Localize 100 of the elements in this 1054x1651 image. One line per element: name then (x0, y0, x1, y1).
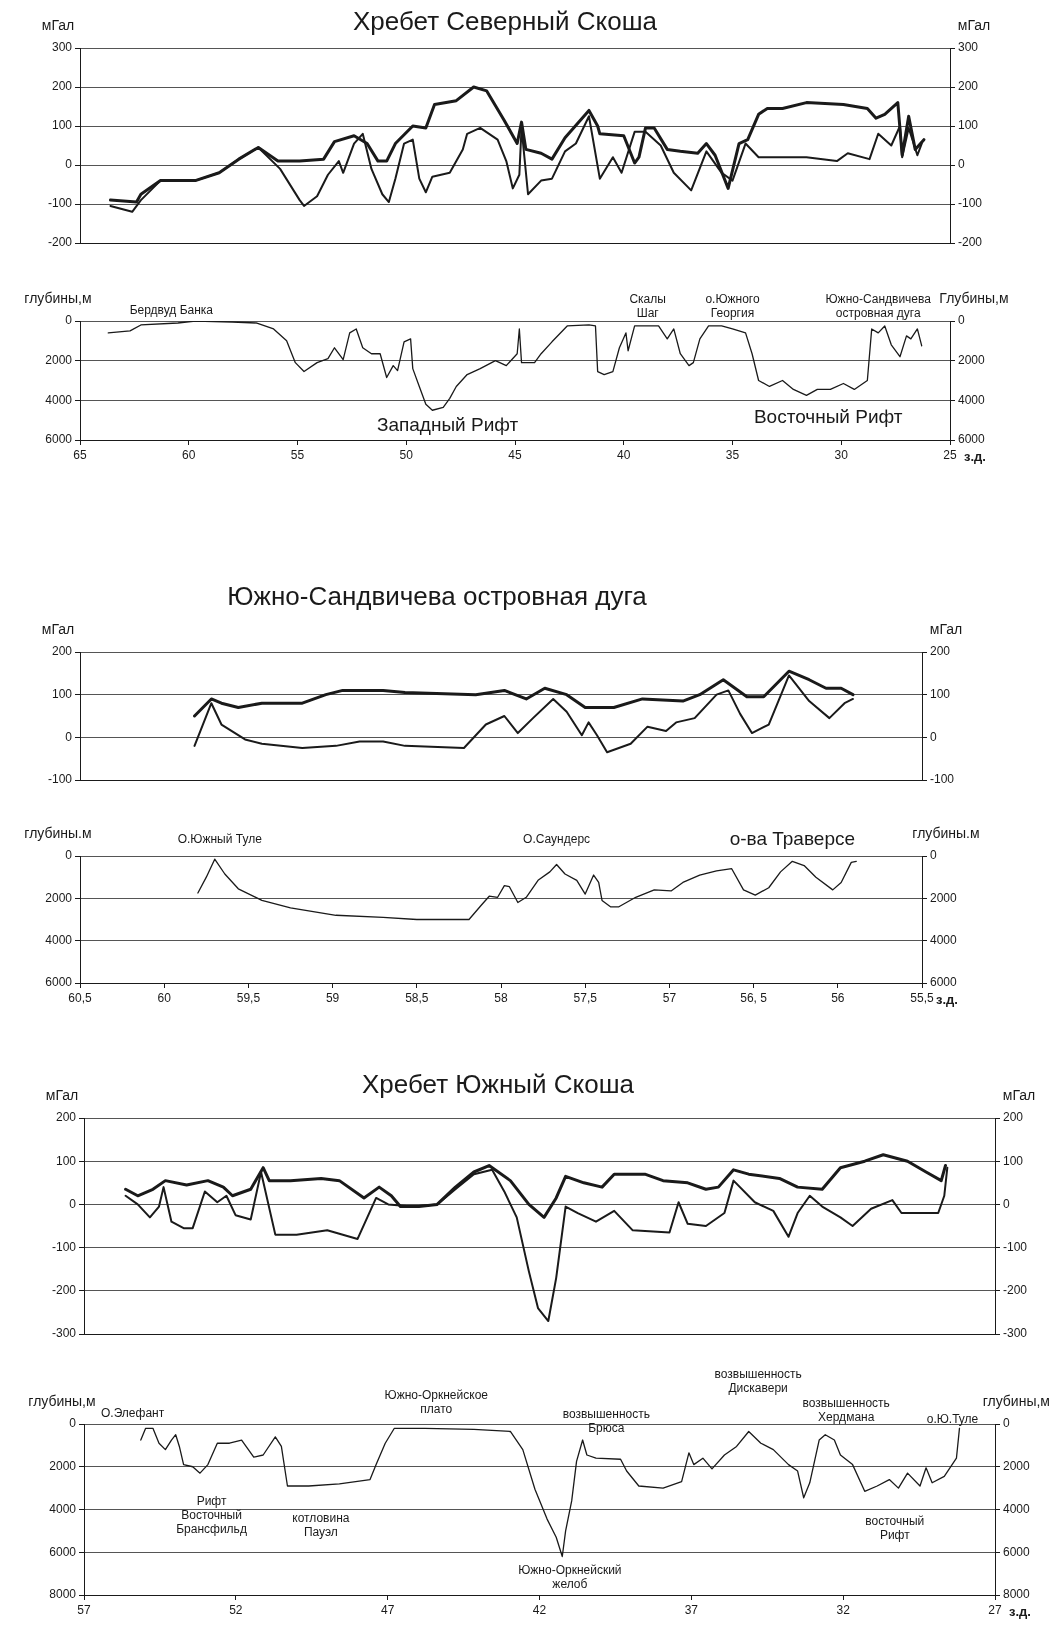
y2-tick-label: 0 (930, 848, 937, 863)
y-tick-label: -200 (51, 1283, 77, 1298)
annotation: Южно-Оркнейский желоб (518, 1563, 622, 1592)
x-tick-label: 57 (77, 1602, 91, 1617)
y2-tick-label: -200 (1003, 1283, 1028, 1298)
x-tick-label: 50 (399, 447, 414, 462)
y-tick-label: 200 (55, 1110, 77, 1125)
y-tick-label: 200 (51, 644, 73, 659)
y2-tick-label: 6000 (958, 432, 986, 447)
y2-tick-label: 0 (930, 729, 937, 744)
y2-tick-label: 200 (958, 79, 979, 94)
text: Бердвуд Банка (129, 303, 214, 318)
x-tick-label: 60 (182, 447, 196, 462)
chart-title: Южно-Сандвичева островная дуга (227, 581, 648, 612)
y2-tick-label: 2000 (1003, 1459, 1031, 1474)
text: Скалы Шаг (629, 292, 666, 321)
x-tick-label: 40 (617, 447, 631, 462)
x-tick-label: 25 (943, 447, 957, 462)
x-tick-label: 58,5 (405, 990, 429, 1005)
y-tick-label: -200 (47, 235, 73, 250)
y2-tick-label: 8000 (1003, 1587, 1031, 1602)
y-axis-title: глубины.м (24, 824, 92, 841)
x-tick-label: 56, 5 (740, 990, 768, 1005)
x-axis-title: з.д. (964, 448, 986, 464)
y-tick-label: 2000 (45, 890, 73, 905)
y-tick-label: 300 (51, 40, 73, 55)
x-tick-label: 45 (508, 447, 522, 462)
y2-axis-title: мГал (957, 16, 991, 33)
annotation: о.Ю.Туле (926, 1412, 979, 1427)
y2-tick-label: -100 (930, 772, 955, 787)
text: о-ва Траверсе (729, 828, 856, 850)
annotation: восточный Рифт (865, 1514, 925, 1543)
y-tick-label: 8000 (49, 1587, 77, 1602)
x-tick-label: 65 (73, 447, 87, 462)
y-tick-label: 0 (69, 1416, 77, 1431)
x-tick-label: 37 (684, 1602, 699, 1617)
y-axis-title: мГал (41, 16, 75, 33)
text: О.Южный Туле (177, 832, 263, 847)
text: Южно-Сандвичева островная дуга (825, 292, 932, 321)
x-tick-label: 59 (325, 990, 340, 1005)
y-tick-label: 0 (65, 729, 73, 744)
y-tick-label: 6000 (49, 1544, 77, 1559)
y2-tick-label: 4000 (1003, 1501, 1031, 1516)
y-tick-label: 0 (69, 1196, 77, 1211)
annotation: Рифт Восточный Брансфильд (176, 1494, 247, 1537)
annotation: Восточный Рифт (753, 406, 903, 428)
y-axis-title: глубины,м (28, 1392, 96, 1409)
y2-tick-label: 6000 (1003, 1544, 1031, 1559)
y-tick-label: -100 (51, 1239, 77, 1254)
y-tick-label: 2000 (45, 352, 73, 367)
y-tick-label: 6000 (45, 975, 73, 990)
x-axis-title: з.д. (1009, 1603, 1031, 1619)
y-tick-label: 0 (65, 848, 73, 863)
x-tick-label: 59,5 (236, 990, 261, 1005)
y-tick-label: -100 (47, 772, 73, 787)
y2-tick-label: -200 (958, 235, 983, 250)
chart-title: Хребет Южный Скоша (362, 1069, 635, 1100)
y-tick-label: 4000 (49, 1501, 77, 1516)
y2-tick-label: 0 (958, 313, 965, 328)
x-tick-label: 57,5 (573, 990, 598, 1005)
text: о.Южного Георгия (705, 292, 760, 321)
y2-tick-label: -100 (958, 196, 983, 211)
y2-tick-label: 0 (1003, 1196, 1010, 1211)
y2-tick-label: 0 (1003, 1416, 1010, 1431)
y2-axis-title: Глубины,м (939, 289, 1009, 306)
y-tick-label: 6000 (45, 432, 73, 447)
y2-tick-label: 100 (930, 686, 951, 701)
x-tick-label: 27 (988, 1602, 1002, 1617)
y2-tick-label: -100 (1003, 1239, 1028, 1254)
annotation: возвышенность Брюса (562, 1407, 650, 1436)
y-tick-label: 4000 (45, 392, 73, 407)
y2-axis-title: мГал (929, 620, 963, 637)
y-axis-title: мГал (45, 1086, 79, 1103)
x-tick-label: 30 (834, 447, 849, 462)
y2-tick-label: 0 (958, 157, 965, 172)
y-axis-title: мГал (41, 620, 75, 637)
y2-tick-label: 200 (1003, 1110, 1024, 1125)
annotation: возвышенность Хердмана (802, 1396, 890, 1425)
y-tick-label: 2000 (49, 1459, 77, 1474)
y2-tick-label: 2000 (958, 352, 986, 367)
x-tick-label: 56 (831, 990, 845, 1005)
y2-tick-label: 4000 (958, 392, 986, 407)
y2-tick-label: -300 (1003, 1326, 1028, 1341)
y2-axis-title: глубины.м (912, 824, 980, 841)
y-tick-label: 200 (51, 79, 73, 94)
x-tick-label: 60,5 (68, 990, 92, 1005)
x-tick-label: 42 (532, 1602, 547, 1617)
y2-tick-label: 6000 (930, 975, 958, 990)
y2-axis-title: мГал (1002, 1086, 1036, 1103)
x-tick-label: 35 (725, 447, 740, 462)
y2-tick-label: 100 (958, 118, 979, 133)
x-axis-title: з.д. (936, 991, 958, 1007)
x-tick-label: 52 (229, 1602, 243, 1617)
y2-tick-label: 100 (1003, 1153, 1024, 1168)
y-tick-label: 4000 (45, 932, 73, 947)
y-axis-title: глубины,м (24, 289, 92, 306)
x-tick-label: 55 (290, 447, 305, 462)
chart-title: Хребет Северный Скоша (353, 6, 658, 37)
y-tick-label: -100 (47, 196, 73, 211)
x-tick-label: 58 (494, 990, 508, 1005)
